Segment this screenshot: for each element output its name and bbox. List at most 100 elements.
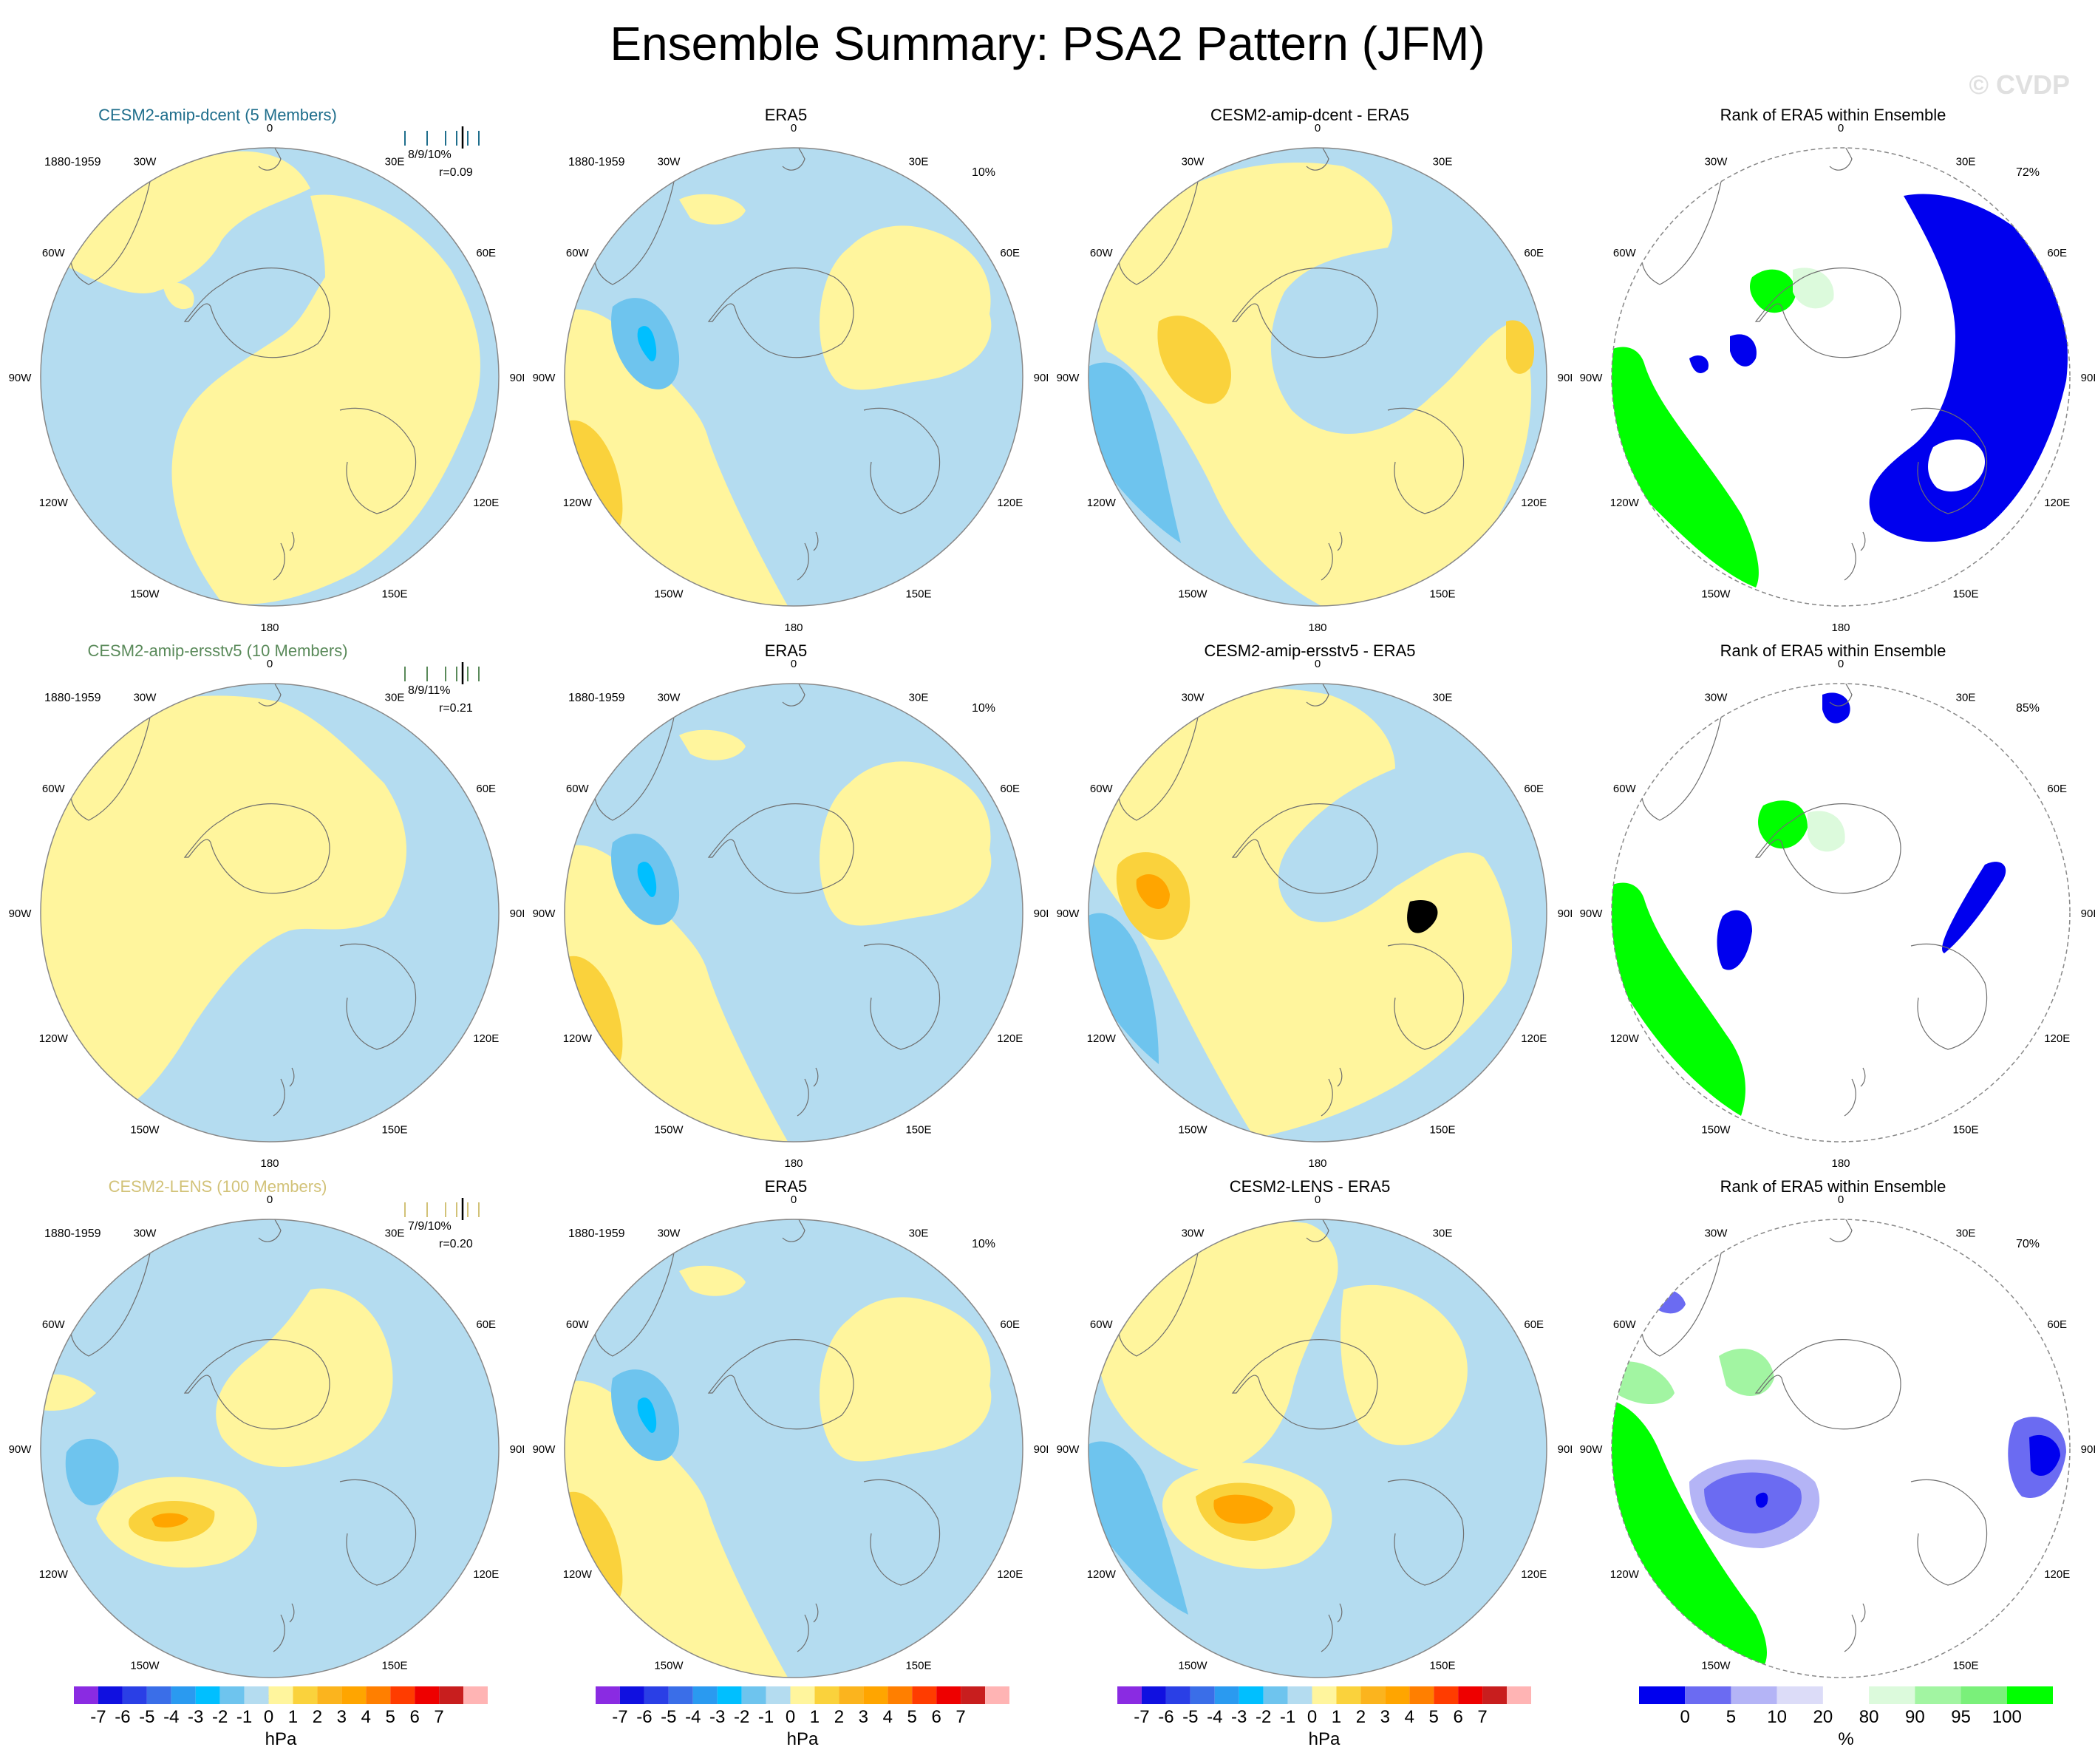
panel-row2-rank: Rank of ERA5 within Ensemble 85% 0 30E 60E… (1571, 636, 2095, 1168)
colorbar-strip (74, 1686, 488, 1704)
colorbar-swatch (619, 1686, 644, 1704)
contour-region (849, 782, 908, 828)
longitude-label: 30E (1433, 155, 1453, 168)
polar-map: 030E60E90E120E150E180150W120W90W60W30W (1057, 122, 1572, 632)
colorbar-swatch (814, 1686, 839, 1704)
panel-row2-model: CESM2-amip-ersstv5 (10 Members) 1880-195… (0, 636, 524, 1168)
colorbar-tick-label: 3 (336, 1707, 347, 1727)
panel-title: CESM2-amip-ersstv5 - ERA5 (1204, 641, 1416, 660)
panel-row3-diff: CESM2-LENS - ERA5 030E60E90E120E150E1801… (1048, 1171, 1572, 1703)
colorbar-units: % (1838, 1729, 1854, 1749)
coastline (1387, 407, 1465, 514)
longitude-label: 30E (909, 691, 929, 704)
coastline (273, 531, 295, 581)
colorbar-swatch (1409, 1686, 1434, 1704)
longitude-label: 150E (905, 1124, 931, 1137)
map-border (564, 147, 1023, 607)
longitude-label: 30E (909, 1227, 929, 1239)
contour-region (1928, 439, 1985, 492)
colorbar-swatch (366, 1686, 391, 1704)
colorbar-swatch (790, 1686, 815, 1704)
colorbar-units: hPa (1308, 1729, 1341, 1749)
coastline (1844, 531, 1866, 581)
contour-region (679, 729, 746, 760)
contour-region (216, 1288, 393, 1467)
panel-title: Rank of ERA5 within Ensemble (1720, 641, 1946, 660)
colorbar-tick-label: 1 (287, 1707, 299, 1727)
colorbar-tick-label: 6 (931, 1707, 941, 1727)
longitude-label: 150E (1952, 1660, 1978, 1672)
colorbar-swatch (961, 1686, 986, 1704)
period-label: 1880-1959 (568, 156, 625, 168)
longitude-label: 90W (533, 372, 556, 384)
longitude-label: 150E (905, 588, 931, 601)
contour-region (1717, 910, 1752, 970)
colorbar-tick-label: -2 (1255, 1707, 1272, 1727)
panel-row3-model: CESM2-LENS (100 Members) 1880-1959 7/9/1… (0, 1171, 524, 1703)
colorbar-swatch (1639, 1686, 1686, 1704)
contour-region (65, 1438, 119, 1505)
stat-label: 8/9/10% (408, 149, 452, 161)
panel-row1-rank: Rank of ERA5 within Ensemble 72% 0 30E 60E… (1571, 100, 2095, 632)
colorbar-swatch (1685, 1686, 1731, 1704)
polar-map: 030E60E90E120E150E180150W120W90W60W30W (1057, 658, 1572, 1168)
longitude-label: 120E (1521, 1032, 1547, 1045)
coastline (1231, 1339, 1378, 1430)
colorbar-swatch (122, 1686, 147, 1704)
longitude-label: 150E (905, 1660, 931, 1672)
map-border (1088, 147, 1547, 607)
panel-row3-era5: ERA5 1880-1959 10% 030E60E90E120E150E180… (524, 1171, 1048, 1703)
longitude-label: 60E (476, 783, 496, 795)
longitude-label: 150W (654, 1660, 684, 1672)
contour-fill-group (565, 148, 1023, 606)
longitude-label: 30E (385, 691, 405, 704)
contour-region (1808, 811, 1845, 852)
contour-region (565, 845, 790, 1142)
colorbar-swatch (171, 1686, 196, 1704)
longitude-label: 60W (566, 783, 590, 795)
polar-map: 030E60E90E120E150E180150W120W90W60W30W (1057, 1193, 1572, 1703)
longitude-label: 150E (381, 588, 407, 601)
colorbar-tick-label: 3 (1380, 1707, 1391, 1727)
contour-fill-group (1089, 684, 1547, 1142)
longitude-label: 30E (1956, 155, 1976, 168)
longitude-label: 30E (1956, 1227, 1976, 1239)
longitude-label: 0 (791, 1193, 797, 1206)
longitude-label: 60W (42, 783, 66, 795)
colorbar-swatch (98, 1686, 123, 1704)
contour-region (1157, 316, 1232, 404)
map-border (40, 683, 500, 1142)
panel-title: ERA5 (764, 1177, 808, 1196)
longitude-label: 90W (1057, 907, 1080, 920)
longitude-label: 0 (1315, 122, 1321, 134)
colorbar-ticks: -7 -6 -5 -4 -3 -2 -1 0 1 2 3 4 5 6 7 (596, 1707, 1009, 1729)
colorbar-swatch (244, 1686, 269, 1704)
polar-map: 030E60E90E120E150E180150W120W90W60W30W (1580, 658, 2095, 1168)
longitude-label: 180 (1308, 622, 1326, 632)
longitude-label: 120W (1087, 497, 1117, 509)
longitude-label: 120E (473, 1032, 499, 1045)
longitude-label: 180 (260, 1157, 279, 1168)
colorbar-units: hPa (265, 1729, 297, 1749)
contour-region (565, 1380, 790, 1678)
contour-region (1942, 862, 2006, 953)
longitude-label: 0 (1838, 122, 1844, 134)
longitude-label: 60W (1090, 1318, 1114, 1331)
coastline (767, 684, 805, 706)
colorbar-ticks: -7 -6 -5 -4 -3 -2 -1 0 1 2 3 4 5 6 7 (74, 1707, 488, 1729)
map-border (564, 683, 1023, 1142)
longitude-label: 150E (1429, 1660, 1455, 1672)
colorbar-swatch (644, 1686, 669, 1704)
colorbar-swatch (390, 1686, 415, 1704)
percent-label: 70% (2016, 1238, 2040, 1250)
colorbar-tick-label: -3 (188, 1707, 204, 1727)
colorbar-tick-label: 0 (1307, 1707, 1318, 1727)
contour-region (1213, 1494, 1273, 1524)
longitude-label: 60W (42, 1318, 66, 1331)
longitude-label: 90W (1057, 372, 1080, 384)
colorbar-swatch (717, 1686, 742, 1704)
longitude-label: 60W (42, 247, 66, 259)
contour-region (1758, 800, 1808, 849)
colorbar-tick-label: 2 (834, 1707, 845, 1727)
background-field (1612, 1219, 2070, 1678)
